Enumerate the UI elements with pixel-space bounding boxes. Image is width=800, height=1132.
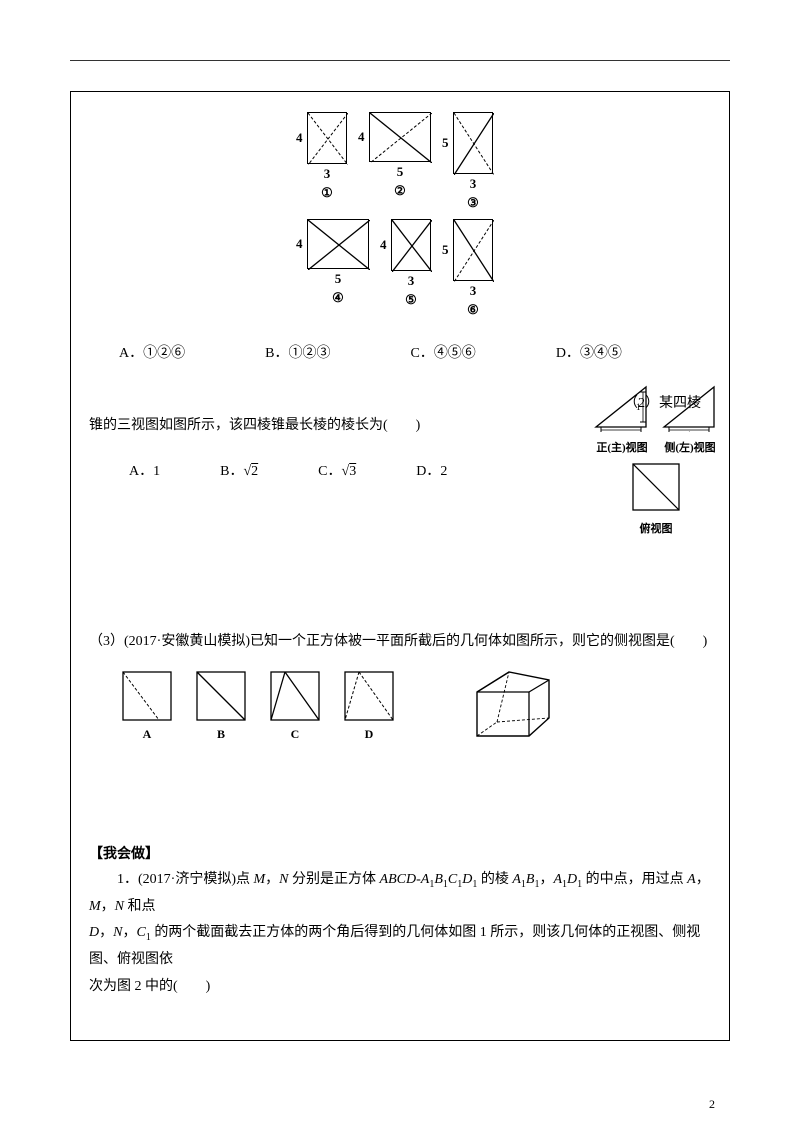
diagram-label: ⑤ [405,292,417,308]
q3-solid [457,668,567,753]
diagram-label: ① [321,185,333,201]
diagram-row-1: 4 3 ① 4 5 ② [89,112,711,211]
q3-option-a: A [119,668,175,742]
dim-bottom: 5 [335,271,342,287]
diagram-label: ⑥ [467,302,479,318]
diagram-1: 4 3 ① [307,112,347,211]
diagram-2: 4 5 ② [369,112,431,211]
choice-d: D．③④⑤ [556,342,622,362]
svg-text:1: 1 [636,402,641,412]
diagram-row-2: 4 5 ④ 4 3 ⑤ [89,219,711,318]
q2-choice-d: D．2 [416,460,447,480]
q2-three-views: 1 正(主)视图 1 [591,382,721,536]
front-view: 1 正(主)视图 [591,382,653,455]
diagram-label: ④ [332,290,344,306]
dim-left: 5 [442,242,449,258]
question-3: （3）(2017·安徽黄山模拟)已知一个正方体被一平面所截后的几何体如图所示，则… [89,630,711,753]
q3-text: （3）(2017·安徽黄山模拟)已知一个正方体被一平面所截后的几何体如图所示，则… [89,630,711,650]
top-view: 俯视图 [630,461,682,536]
dim-left: 4 [296,236,303,252]
dim-bottom: 3 [470,283,477,299]
diagram-3: 5 3 ③ [453,112,493,211]
practice-1: 1．(2017·济宁模拟)点 M，N 分别是正方体 ABCD-A1B1C1D1 … [89,867,711,920]
practice-1-cont: D，N，C1 的两个截面截去正方体的两个角后得到的几何体如图 1 所示，则该几何… [89,920,711,973]
choice-a: A．①②⑥ [119,342,185,362]
dim-left: 4 [296,130,303,146]
diagram-5: 4 3 ⑤ [391,219,431,318]
diagram-6: 5 3 ⑥ [453,219,493,318]
diagram-label: ② [394,183,406,199]
dim-bottom: 3 [408,273,415,289]
choice-b: B．①②③ [265,342,330,362]
diagram-4: 4 5 ④ [307,219,369,318]
diagram-label: ③ [467,195,479,211]
choice-c: C．④⑤⑥ [410,342,475,362]
dim-left: 4 [358,129,365,145]
q3-option-c: C [267,668,323,742]
dim-left: 5 [442,135,449,151]
side-view: 1 侧(左)视图 [659,382,721,455]
dim-bottom: 3 [470,176,477,192]
q3-option-d: D [341,668,397,742]
dim-bottom: 5 [397,164,404,180]
svg-text:1: 1 [687,430,692,432]
q2-choice-b: B．√2 [220,460,258,480]
section-heading: 【我会做】 [89,843,711,863]
q3-options: A B C [119,668,397,742]
page-number: 2 [709,1097,715,1112]
q3-option-b: B [193,668,249,742]
question-2: （2）某四棱 锥的三视图如图所示，该四棱锥最长棱的棱长为( ) A．1 B．√2… [89,392,711,480]
dim-left: 4 [380,237,387,253]
q1-choices: A．①②⑥ B．①②③ C．④⑤⑥ D．③④⑤ [119,342,711,362]
q2-choice-a: A．1 [129,460,160,480]
practice-1-end: 次为图 2 中的( ) [89,974,711,1001]
dim-bottom: 3 [324,166,331,182]
q2-choice-c: C．√3 [318,460,356,480]
